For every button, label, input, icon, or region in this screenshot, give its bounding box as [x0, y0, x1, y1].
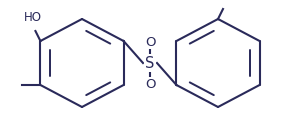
Text: OH: OH: [217, 0, 235, 2]
Text: O: O: [145, 36, 155, 49]
Text: S: S: [145, 55, 155, 71]
Text: HO: HO: [23, 11, 41, 24]
Text: O: O: [145, 77, 155, 90]
